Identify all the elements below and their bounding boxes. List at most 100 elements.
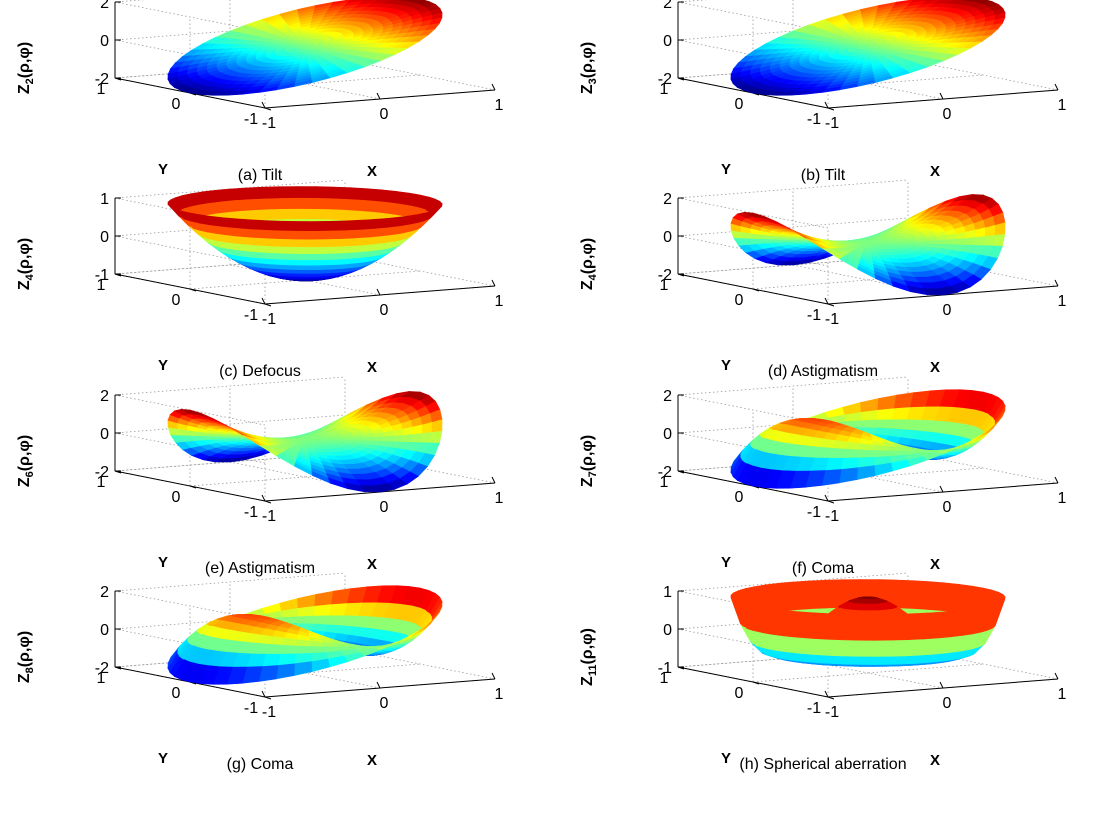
- x-tick-label: 1: [495, 293, 504, 310]
- z-tick-label: -2: [658, 71, 672, 88]
- x-tick: [492, 280, 495, 286]
- x-axis-label: X: [367, 359, 377, 376]
- x-tick-label: 1: [495, 686, 504, 703]
- y-tick-label: -1: [244, 504, 258, 521]
- x-tick: [377, 682, 380, 688]
- surface-patch: [372, 437, 383, 442]
- surface-patch: [277, 221, 296, 231]
- z-tick-label: -2: [658, 464, 672, 481]
- surface-patch: [312, 221, 330, 230]
- surface-patch: [300, 270, 309, 274]
- surface-patch: [314, 198, 331, 209]
- y-tick-label: -1: [244, 111, 258, 128]
- x-tick: [377, 93, 380, 99]
- surface-patch: [268, 209, 285, 220]
- x-tick-label: 0: [943, 106, 952, 123]
- y-tick-label: -1: [244, 307, 258, 324]
- z-tick-label: 0: [100, 33, 109, 50]
- z-tick-label: -2: [95, 660, 109, 677]
- z-tick-label: -2: [95, 71, 109, 88]
- surface-patch: [263, 230, 281, 239]
- surface-patch: [266, 644, 283, 654]
- x-tick-label: -1: [825, 311, 839, 328]
- y-axis-label: Y: [158, 750, 168, 767]
- x-tick-label: 1: [495, 97, 504, 114]
- surface-patch: [935, 240, 946, 245]
- y-axis-label: Y: [721, 161, 731, 178]
- z-tick-label: 2: [100, 0, 109, 12]
- surface-patch: [259, 220, 278, 230]
- y-tick-label: 0: [172, 685, 181, 702]
- y-tick-label: 0: [172, 96, 181, 113]
- surface-patch: [846, 442, 861, 450]
- surface-patch: [285, 253, 298, 259]
- surface-patch: [265, 198, 283, 209]
- z-tick-label: 0: [100, 229, 109, 246]
- surface-patch: [281, 239, 297, 247]
- surface-patch: [945, 239, 956, 245]
- y-axis-label: Y: [721, 554, 731, 571]
- x-tick-label: 0: [380, 499, 389, 516]
- surface-patch: [310, 254, 323, 260]
- panel-caption: (d) Astigmatism: [768, 363, 878, 380]
- x-tick: [492, 673, 495, 679]
- y-tick-label: -1: [244, 700, 258, 717]
- x-tick-label: 1: [1058, 293, 1067, 310]
- y-tick: [828, 501, 834, 503]
- x-axis-label: X: [930, 359, 940, 376]
- x-tick: [1055, 477, 1058, 483]
- surface: [731, 390, 1005, 489]
- z-tick-label: 0: [663, 426, 672, 443]
- surface-patch: [860, 444, 874, 451]
- surface-patch: [287, 260, 299, 266]
- x-tick: [492, 477, 495, 483]
- y-tick-label: 0: [172, 489, 181, 506]
- x-tick-label: -1: [262, 508, 276, 525]
- z-tick-label: 0: [663, 33, 672, 50]
- x-axis-label: X: [367, 752, 377, 769]
- surface-patch: [315, 187, 334, 199]
- surface-patch: [311, 231, 328, 240]
- surface-patch: [263, 654, 281, 666]
- x-axis-label: X: [367, 556, 377, 573]
- panel-caption: (c) Defocus: [219, 363, 301, 380]
- surface-patch: [840, 468, 859, 483]
- z-tick-label: 1: [100, 191, 109, 208]
- surface-patch: [826, 458, 844, 470]
- y-tick: [828, 108, 834, 110]
- z-axis-label: Z6(ρ,φ): [16, 435, 36, 487]
- surface-patch: [296, 239, 311, 247]
- y-axis-label: Y: [158, 554, 168, 571]
- surface: [168, 586, 442, 685]
- surface-patch: [295, 221, 313, 230]
- x-tick-label: -1: [262, 311, 276, 328]
- y-tick-label: -1: [807, 504, 821, 521]
- x-tick-label: 0: [943, 302, 952, 319]
- z-tick-label: 2: [663, 388, 672, 405]
- surface-patch: [283, 246, 298, 253]
- x-tick-label: 0: [943, 499, 952, 516]
- z-tick-label: 0: [100, 426, 109, 443]
- surface-patch: [313, 209, 329, 219]
- surface-patch: [859, 450, 874, 458]
- surface-patch: [822, 469, 841, 485]
- x-tick-label: -1: [262, 115, 276, 132]
- x-axis-label: X: [367, 163, 377, 180]
- surface-patch: [876, 420, 892, 429]
- y-tick-label: -1: [807, 111, 821, 128]
- surface-patch: [382, 436, 393, 442]
- x-axis-label: X: [930, 163, 940, 180]
- z-axis-label: Z7(ρ,φ): [579, 435, 599, 487]
- panel-caption: (a) Tilt: [238, 167, 283, 184]
- z-axis-label: Z8(ρ,φ): [16, 631, 36, 683]
- z-tick-label: 0: [663, 229, 672, 246]
- z-tick-label: 2: [100, 388, 109, 405]
- surface-patch: [259, 665, 278, 681]
- x-tick: [940, 486, 943, 492]
